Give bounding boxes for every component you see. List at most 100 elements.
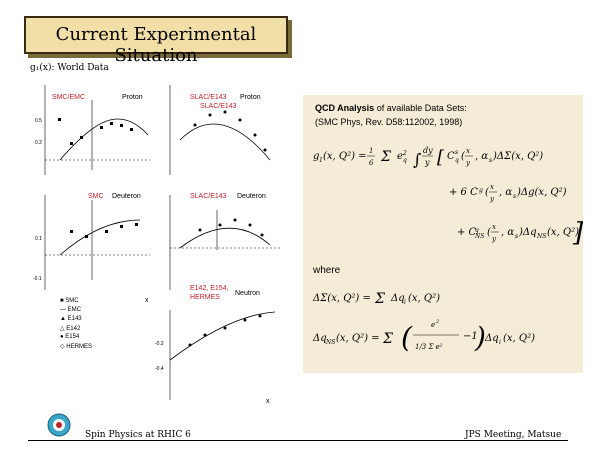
svg-text:q: q [403,157,407,164]
svg-text:y: y [465,159,471,167]
qcd-title: QCD Analysis of available Data Sets: [315,103,467,113]
svg-text:NS: NS [536,233,546,240]
svg-text:C: C [447,151,455,162]
svg-text:y: y [489,195,495,203]
svg-text:(x, Q²) =: (x, Q²) = [336,333,380,344]
legend-item: ◇ HERMES [60,344,92,350]
svg-text:(x, Q²) =: (x, Q²) = [323,151,367,162]
g1-plots: 0.5 0.2 0.1 -0.1 [30,80,295,410]
svg-text:-0.1: -0.1 [33,276,42,282]
svg-text:1/3 Σ e²: 1/3 Σ e² [415,343,443,351]
svg-text:e: e [397,151,403,162]
svg-text:Σ: Σ [374,291,385,307]
panel-deuteron-smc: 0.1 -0.1 [33,195,150,290]
svg-text:i: i [499,339,501,346]
svg-text:y: y [424,158,430,167]
svg-text:s: s [515,233,518,240]
svg-text:2: 2 [402,150,407,157]
rhic-logo-icon [47,413,71,437]
svg-text:∫: ∫ [413,150,421,169]
svg-text:g: g [313,151,319,162]
svg-text:x: x [490,183,494,191]
label-proton-1: Proton [122,94,143,101]
svg-text:−1: −1 [463,331,478,342]
svg-text:s: s [489,157,492,164]
svg-text:, α: , α [501,227,514,238]
svg-text:Δq: Δq [312,333,327,344]
panel-proton-smc: 0.5 0.2 [35,85,150,175]
svg-text:2: 2 [435,319,439,325]
svg-text:0.2: 0.2 [35,140,42,146]
qcd-reference: (SMC Phys, Rev. D58:112002, 1998) [315,117,463,127]
svg-text:q: q [475,227,479,234]
panel-proton-slac [169,85,271,175]
svg-text:NS: NS [325,339,335,346]
label-deuteron-2: Deuteron [237,193,266,200]
footer-right: JPS Meeting, Matsue [465,430,562,440]
svg-text:(: ( [485,187,490,198]
label-slac-e143-sub: SLAC/E143 [200,103,237,110]
label-slac-e143-1: SLAC/E143 [190,94,227,101]
svg-text:q: q [455,157,459,164]
svg-text:dy: dy [423,146,433,155]
svg-text:Δq: Δq [390,293,405,304]
svg-text:(: ( [487,227,492,238]
svg-text:[: [ [437,147,445,168]
svg-text:(x, Q²): (x, Q²) [408,293,440,304]
legend-item: — EMC [60,307,82,313]
title-box: Current Experimental Situation [24,16,288,66]
legend-item: ● E154 [60,334,80,340]
panel-neutron: -0.2 -0.4 [155,310,276,400]
svg-text:s: s [455,149,458,156]
svg-text:6: 6 [369,159,374,167]
svg-text:1: 1 [369,147,373,155]
svg-text:)Δg(x, Q²): )Δg(x, Q²) [516,187,567,198]
svg-text:): ) [474,321,486,354]
svg-text:Δq: Δq [484,333,499,344]
panel-deuteron-slac [169,195,280,290]
svg-text:)Δq: )Δq [518,227,537,238]
footer-left: Spin Physics at RHIC 6 [85,430,191,440]
svg-text:(: ( [401,321,413,354]
legend-item: ■ SMC [60,298,79,304]
footer-divider [28,440,568,441]
label-deuteron-1: Deuteron [112,193,141,200]
svg-text:]: ] [572,218,583,248]
label-e142: E142, E154, [190,285,229,292]
svg-text:g: g [479,187,483,194]
svg-text:+ C: + C [457,227,477,238]
label-proton-2: Proton [240,94,261,101]
svg-text:Σ: Σ [380,149,391,165]
world-data-label: g₁(x): World Data [30,63,109,73]
legend-item: △ E142 [60,326,81,332]
svg-text:ΔΣ(x, Q²) =: ΔΣ(x, Q²) = [312,293,371,304]
x-axis-label-1: x [145,297,149,304]
svg-text:(x, Q²): (x, Q²) [547,227,579,238]
svg-text:, α: , α [499,187,512,198]
svg-text:-0.2: -0.2 [155,341,164,347]
svg-text:NS: NS [474,233,484,240]
label-smc-emc: SMC/EMC [52,94,86,101]
slide-title: Current Experimental Situation [55,24,257,66]
label-slac-e143-2: SLAC/E143 [190,193,227,200]
svg-text:+ 6 C: + 6 C [449,187,478,198]
legend-item: ▲ E143 [60,316,82,322]
svg-text:-0.4: -0.4 [155,366,164,372]
svg-text:(: ( [461,151,466,162]
where-text: where [313,265,341,276]
label-hermes: HERMES [190,294,220,301]
label-neutron: Neutron [235,290,260,297]
label-smc: SMC [88,193,104,200]
svg-text:0.1: 0.1 [35,236,42,242]
svg-text:s: s [513,193,516,200]
g1-plots-svg: 0.5 0.2 0.1 -0.1 [33,85,280,405]
svg-text:)ΔΣ(x, Q²): )ΔΣ(x, Q²) [492,151,543,162]
svg-text:e: e [431,321,435,329]
svg-text:x: x [466,147,470,155]
svg-text:(x, Q²): (x, Q²) [503,333,535,344]
svg-text:y: y [491,235,497,243]
x-axis-label-2: x [266,398,270,405]
svg-text:x: x [492,223,496,231]
svg-text:1: 1 [319,157,323,164]
